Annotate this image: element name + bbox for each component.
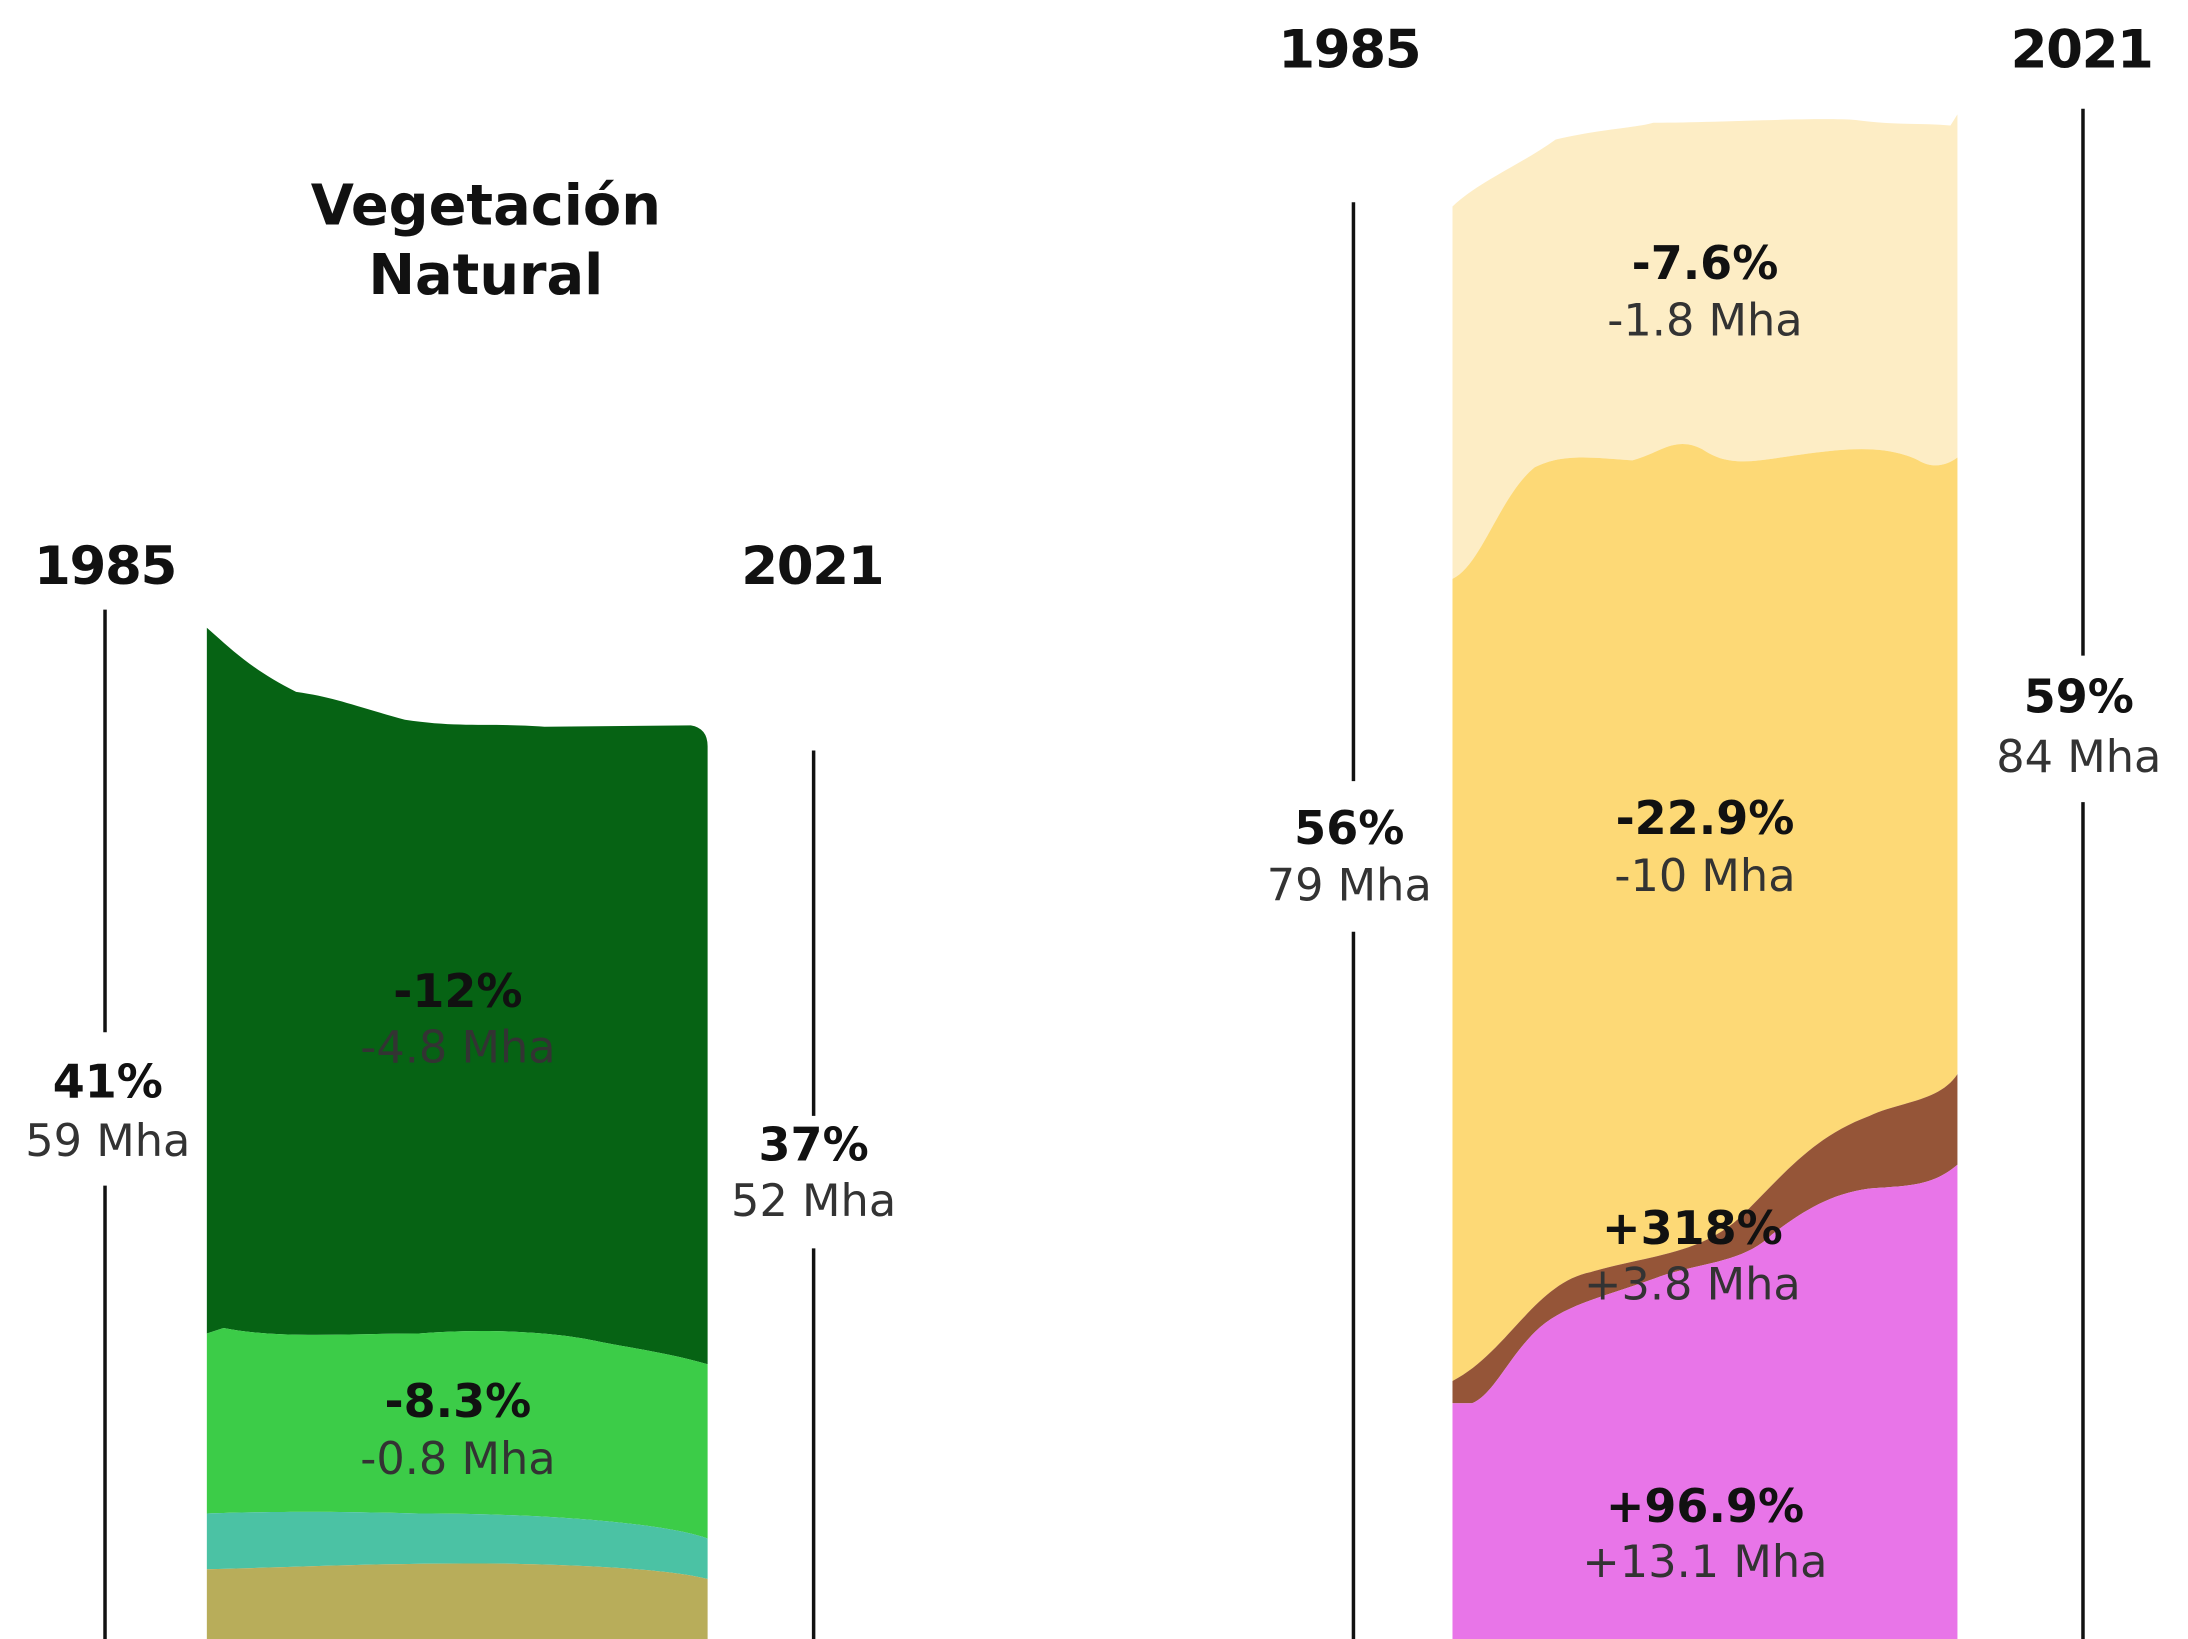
band-pct: -12% [393,964,522,1018]
band-dark-green [206,627,708,1365]
band-area: -0.8 Mha [360,1433,555,1485]
band-olive [206,1563,708,1639]
total-area: 84 Mha [1996,731,2161,783]
total-pct: 59% [2024,670,2134,724]
band-area: -1.8 Mha [1607,295,1802,347]
band-area: +3.8 Mha [1584,1258,1801,1310]
band-area: -4.8 Mha [360,1021,555,1073]
band-pct: -7.6% [1632,236,1779,290]
total-pct: 41% [53,1055,163,1109]
band-pct: -8.3% [385,1374,532,1428]
year: 2021 [2011,20,2153,81]
year: 1985 [34,536,176,597]
band-pct: +318% [1602,1201,1783,1255]
band-brown [1452,1074,1958,1404]
title: Vegetación [311,173,661,238]
band-area: +13.1 Mha [1582,1536,1827,1588]
band-pct: +96.9% [1606,1479,1804,1533]
year: 1985 [1278,20,1420,81]
band-pct: -22.9% [1616,791,1795,845]
band-yellow [1452,444,1958,1381]
total-area: 79 Mha [1267,860,1432,912]
total-pct: 37% [759,1117,869,1171]
total-pct: 56% [1294,801,1404,855]
band-cream [1452,114,1958,579]
total-area: 59 Mha [25,1115,190,1167]
band-teal [206,1511,708,1580]
title: Natural [368,243,603,308]
band-pink [1452,1164,1958,1639]
total-area: 52 Mha [731,1175,896,1227]
band-light-green [206,1327,708,1539]
band-area: -10 Mha [1614,850,1795,902]
year: 2021 [741,536,883,597]
